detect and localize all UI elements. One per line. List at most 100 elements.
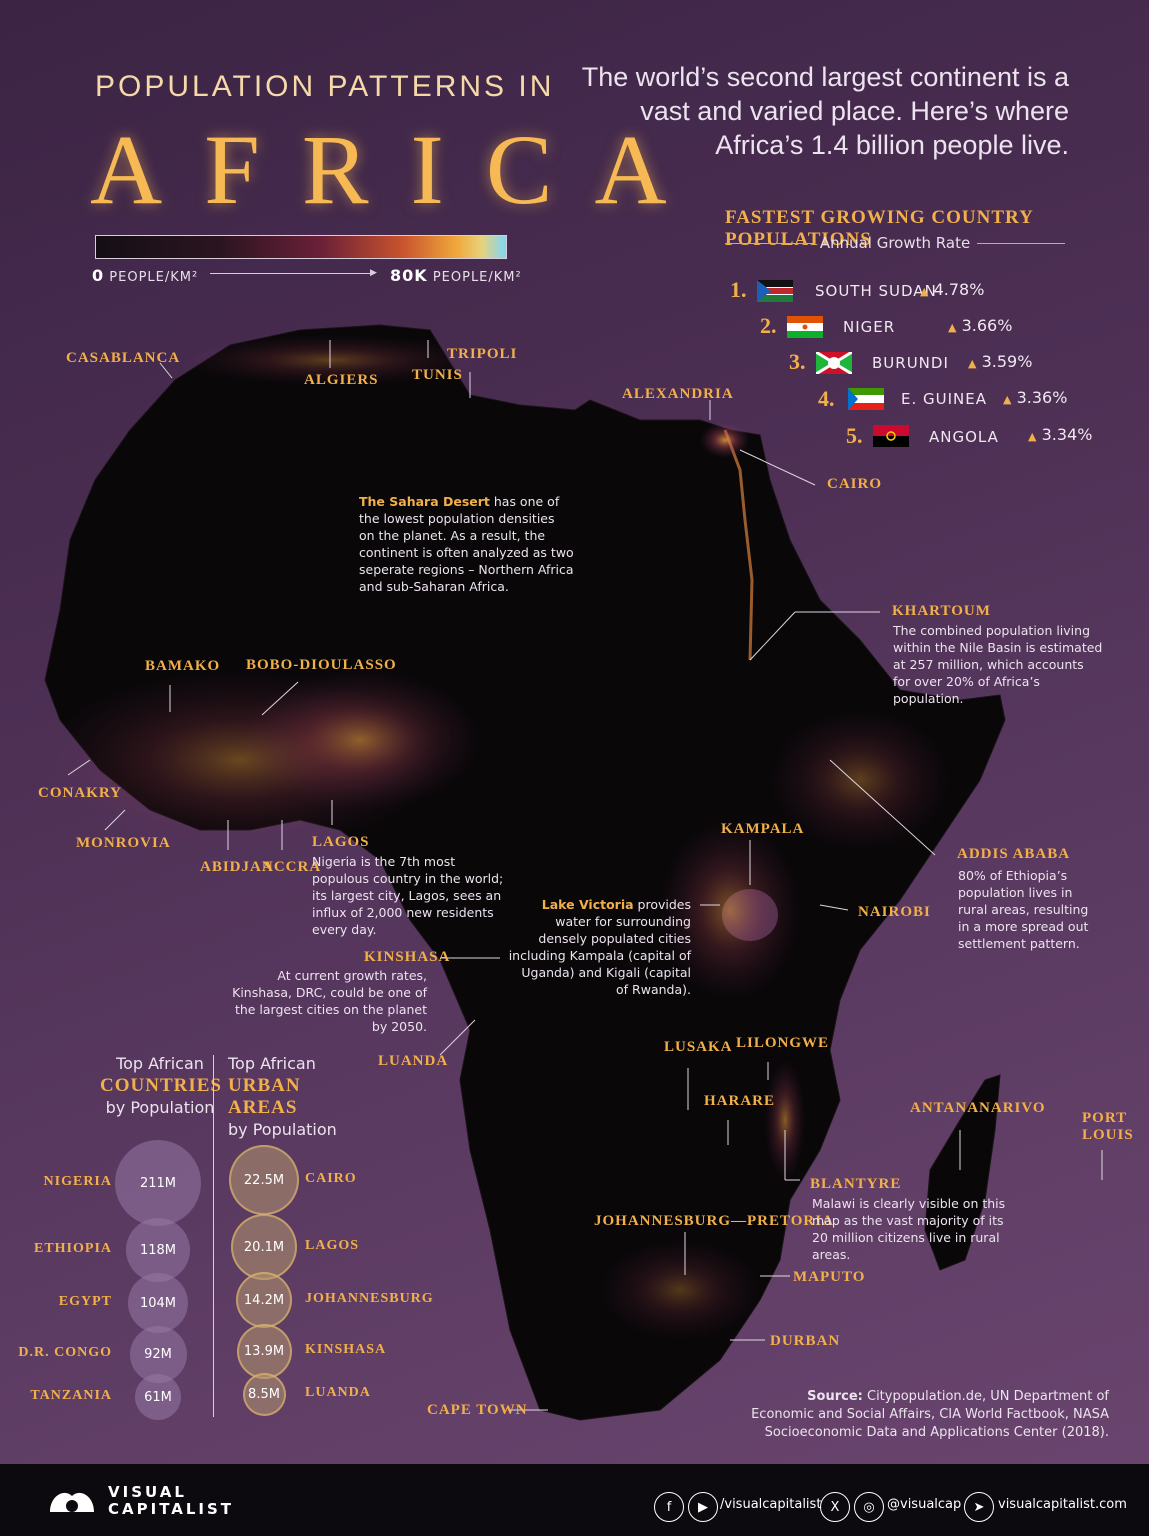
growth-rank: 3.	[789, 349, 806, 374]
city-lilongwe: LILONGWE	[736, 1035, 830, 1051]
growth-rank: 4.	[818, 386, 835, 411]
country-bubble: 92M	[129, 1325, 187, 1383]
top-urban-head-2: URBAN AREAS	[228, 1075, 301, 1118]
city-harare: HARARE	[704, 1093, 776, 1109]
africa-map	[40, 324, 1103, 1421]
urban-bubble: 13.9M	[236, 1323, 292, 1379]
growth-row-2: 2.	[760, 313, 777, 343]
glow-nigeria	[240, 670, 480, 810]
annotation-khartoum: The combined population living within th…	[893, 623, 1103, 706]
legend-max: 80K PEOPLE/KM²	[390, 266, 522, 285]
annotation-lagos: Nigeria is the 7th most populous country…	[312, 854, 504, 937]
growth-subtitle: Annual Growth Rate	[819, 234, 971, 252]
city-cairo: CAIRO	[827, 476, 883, 492]
urban-bubble: 14.2M	[236, 1272, 292, 1328]
growth-country: ANGOLA	[929, 428, 999, 446]
top-countries-head-3: by Population	[105, 1098, 215, 1117]
growth-rate-value: 3.34%	[1041, 425, 1093, 444]
website-link[interactable]: visualcapitalist.com	[998, 1497, 1127, 1512]
legend-min-unit: PEOPLE/KM²	[109, 270, 199, 285]
city-blantyre: BLANTYRE	[810, 1176, 902, 1192]
growth-rate: ▲ 3.66%	[948, 316, 1012, 335]
annotation-sahara: The Sahara Desert has one of the lowest …	[359, 493, 574, 595]
growth-rate: ▲ 4.78%	[920, 280, 984, 299]
top-countries-head-1: Top African	[116, 1054, 204, 1073]
city-casablanca: CASABLANCA	[66, 350, 181, 366]
up-arrow-icon: ▲	[1003, 393, 1012, 406]
up-arrow-icon: ▲	[948, 321, 957, 334]
glow-great-lakes	[660, 820, 800, 1000]
annotation-sahara-text: has one of the lowest population densiti…	[359, 494, 574, 594]
city-nairobi: NAIROBI	[858, 904, 931, 920]
top-countries-head-2: COUNTRIES	[100, 1075, 222, 1096]
city-antananarivo: ANTANANARIVO	[910, 1100, 1046, 1116]
subtitle: The world’s second largest continent is …	[581, 62, 1069, 160]
annotation-victoria-text: provides water for surrounding densely p…	[508, 897, 691, 997]
annotation-kinshasa: At current growth rates, Kinshasa, DRC, …	[232, 968, 427, 1034]
country-bubble: 104M	[128, 1273, 188, 1333]
growth-country: NIGER	[843, 318, 896, 336]
footer: VISUAL CAPITALIST f ▶ /visualcapitalist …	[0, 1464, 1149, 1536]
top-urban-head-1: Top African	[228, 1054, 316, 1073]
city-tripoli: TRIPOLI	[447, 346, 518, 362]
growth-rank: 5.	[846, 423, 863, 448]
facebook-icon[interactable]: f	[654, 1492, 684, 1522]
source-label: Source:	[807, 1389, 863, 1404]
legend-max-value: 80K	[390, 266, 428, 285]
glow-nile-delta	[700, 422, 750, 458]
top-urban-heading: Top African URBAN AREAS by Population	[228, 1053, 348, 1141]
growth-rule-right	[977, 243, 1065, 244]
urban-name: CAIRO	[305, 1171, 357, 1186]
city-abidjan: ABIDJAN	[200, 859, 274, 875]
growth-row-4: 4.	[818, 386, 835, 416]
city-bobo-dioulasso: BOBO-DIOULASSO	[246, 657, 397, 673]
annotation-victoria: Lake Victoria provides water for surroun…	[508, 896, 691, 998]
youtube-icon[interactable]: ▶	[688, 1492, 718, 1522]
city-lusaka: LUSAKA	[664, 1039, 733, 1055]
urban-name: LAGOS	[305, 1238, 360, 1253]
legend-arrow-head-icon: ▶	[370, 268, 377, 278]
legend-max-unit: PEOPLE/KM²	[432, 270, 522, 285]
handle-visualcapitalist[interactable]: /visualcapitalist	[720, 1497, 822, 1512]
madagascar	[924, 1074, 1001, 1271]
city-bamako: BAMAKO	[145, 658, 221, 674]
country-name: ETHIOPIA	[33, 1241, 112, 1256]
annotation-addis: 80% of Ethiopia’s population lives in ru…	[958, 868, 1089, 951]
legend-min: 0 PEOPLE/KM²	[92, 266, 198, 285]
growth-rule-left	[725, 243, 815, 244]
country-bubble: 61M	[135, 1374, 181, 1420]
angola-flag-icon	[873, 425, 909, 447]
city-maputo: MAPUTO	[793, 1269, 866, 1285]
glow-south-africa	[600, 1240, 760, 1340]
handle-visualcap[interactable]: @visualcap	[887, 1497, 962, 1512]
growth-title: FASTEST GROWING COUNTRY POPULATIONS	[725, 207, 1034, 250]
rankings-divider	[213, 1055, 214, 1417]
country-bubble: 211M	[115, 1140, 201, 1226]
growth-rate-value: 4.78%	[933, 280, 985, 299]
annotation-victoria-bold: Lake Victoria	[541, 897, 634, 912]
growth-rate: ▲ 3.59%	[968, 352, 1032, 371]
burundi-flag-icon	[816, 352, 852, 374]
instagram-icon[interactable]: ◎	[854, 1492, 884, 1522]
growth-country: BURUNDI	[872, 354, 949, 372]
growth-rate-value: 3.36%	[1016, 388, 1068, 407]
city-kampala: KAMPALA	[721, 821, 805, 837]
growth-row-5: 5.	[846, 423, 863, 453]
up-arrow-icon: ▲	[920, 285, 929, 298]
cursor-icon[interactable]: ➤	[964, 1492, 994, 1522]
city-monrovia: MONROVIA	[76, 835, 171, 851]
x-icon[interactable]: X	[820, 1492, 850, 1522]
city-lagos: LAGOS	[312, 834, 370, 850]
brand-name[interactable]: VISUAL CAPITALIST	[108, 1484, 234, 1518]
glow-ethiopia	[770, 710, 950, 850]
growth-country: SOUTH SUDAN	[815, 282, 937, 300]
urban-bubble: 22.5M	[229, 1145, 299, 1215]
city-tunis: TUNIS	[412, 367, 463, 383]
south-sudan-flag-icon	[757, 280, 793, 302]
city-accra: ACCRA	[262, 859, 322, 875]
legend-arrow	[210, 273, 375, 274]
annotation-blantyre: Malawi is clearly visible on this map as…	[812, 1196, 1006, 1262]
annotation-sahara-bold: The Sahara Desert	[359, 494, 490, 509]
growth-row-3: 3.	[789, 349, 806, 379]
city-addis-ababa: ADDIS ABABA	[957, 846, 1071, 862]
